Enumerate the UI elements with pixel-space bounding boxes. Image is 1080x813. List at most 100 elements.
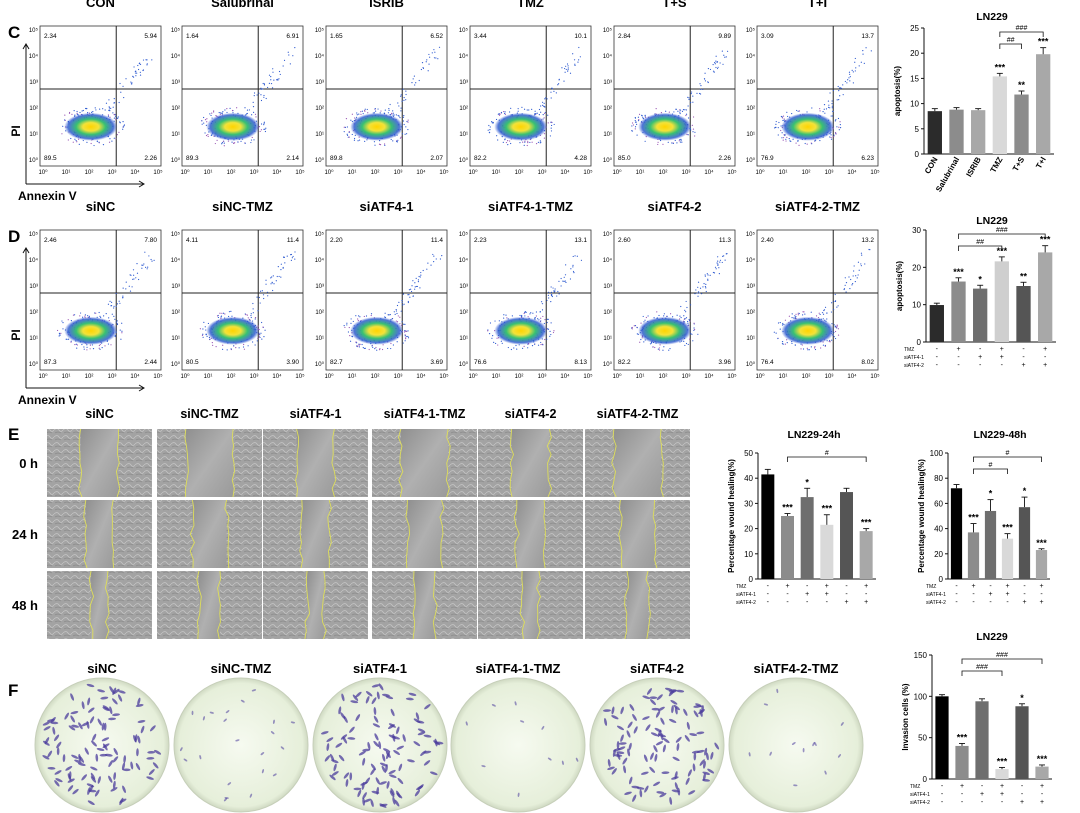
event-dot (826, 318, 828, 320)
stained-cell (113, 772, 117, 781)
event-dot (704, 286, 707, 288)
x-tick-label: 10⁵ (439, 169, 449, 176)
event-dot (115, 305, 117, 308)
event-dot (822, 318, 824, 320)
event-dot (541, 101, 544, 103)
stained-cell (397, 777, 404, 785)
stained-cell (152, 762, 159, 769)
stained-cell (68, 725, 76, 731)
wound-edge-line (111, 499, 115, 569)
event-dot (402, 88, 404, 90)
event-dot (813, 347, 816, 349)
event-dot (781, 324, 784, 326)
stained-cell (654, 727, 662, 733)
stained-cell (376, 691, 380, 700)
event-dot (672, 142, 674, 145)
event-dot (690, 93, 692, 95)
chart-title: LN229 (976, 11, 1008, 23)
event-dot (153, 259, 155, 261)
quadrant-value-lr: 3.96 (718, 359, 731, 366)
transwell-well (34, 677, 170, 813)
event-dot (714, 266, 717, 268)
event-dot (513, 347, 515, 349)
event-dot (527, 140, 529, 142)
event-dot (569, 278, 572, 280)
category-label: TMZ (989, 155, 1005, 174)
event-dot (861, 254, 863, 256)
y-tick-label: 10⁴ (315, 53, 325, 60)
stained-cell (769, 751, 772, 756)
event-dot (418, 275, 420, 278)
x-tick-label: 10³ (825, 374, 834, 380)
comparison-bracket (961, 658, 1043, 664)
event-dot (278, 275, 280, 278)
matrix-cell: - (845, 583, 848, 590)
event-dot (108, 317, 110, 319)
event-dot (777, 134, 779, 136)
event-dot (133, 66, 135, 68)
event-dot (795, 142, 797, 144)
event-dot (497, 139, 499, 141)
event-dot (848, 276, 850, 278)
y-tick-label: 10² (29, 106, 38, 112)
wound-gap (80, 429, 119, 497)
event-dot (523, 312, 525, 315)
quadrant-value-ul: 1.65 (330, 33, 343, 40)
event-dot (836, 325, 838, 327)
event-dot (400, 95, 402, 97)
quadrant-value-ur: 13.2 (861, 237, 874, 244)
matrix-cell: - (979, 362, 982, 369)
event-dot (831, 107, 833, 109)
event-dot (265, 127, 267, 129)
event-dot (125, 78, 127, 80)
y-tick-label: 10⁰ (315, 361, 325, 368)
event-dot (836, 126, 838, 128)
event-dot (141, 267, 143, 269)
event-dot (837, 334, 840, 336)
event-dot (384, 109, 386, 111)
matrix-row-label: TMZ (736, 584, 746, 590)
x-tick-label: 10⁰ (612, 169, 622, 176)
stained-cell (656, 694, 663, 701)
event-dot (821, 312, 824, 314)
stained-cell (791, 742, 796, 745)
well (173, 677, 309, 813)
event-dot (400, 94, 402, 96)
event-dot (360, 111, 362, 113)
event-dot (252, 302, 254, 305)
stained-cell (650, 732, 659, 737)
event-dot (672, 316, 674, 318)
event-dot (263, 297, 265, 300)
event-dot (724, 56, 726, 58)
event-dot (725, 56, 727, 58)
stained-cell (42, 721, 51, 726)
event-dot (247, 345, 249, 347)
transwell-well (728, 677, 864, 813)
event-dot (243, 348, 246, 350)
well (728, 677, 864, 813)
stained-cell (90, 766, 98, 771)
stained-cell (362, 748, 371, 752)
event-dot (550, 121, 553, 123)
event-dot (258, 336, 260, 338)
event-dot (90, 142, 92, 145)
matrix-cell: - (1021, 791, 1024, 798)
y-tick-label: 10¹ (603, 336, 612, 342)
event-dot (689, 320, 691, 322)
plot-frame (39, 25, 162, 167)
condition-label: siNC-TMZ (180, 407, 239, 421)
event-dot (535, 113, 537, 115)
stained-cell (688, 790, 696, 795)
event-dot (699, 83, 701, 85)
event-dot (399, 117, 401, 119)
event-dot (703, 78, 706, 80)
event-dot (546, 299, 548, 302)
wound-image (478, 570, 583, 640)
event-dot (276, 79, 278, 81)
wound-image (478, 499, 583, 569)
event-dot (399, 316, 401, 318)
matrix-cell: + (971, 583, 975, 590)
event-dot (211, 342, 213, 344)
event-dot (781, 132, 783, 134)
event-dot (139, 63, 142, 66)
